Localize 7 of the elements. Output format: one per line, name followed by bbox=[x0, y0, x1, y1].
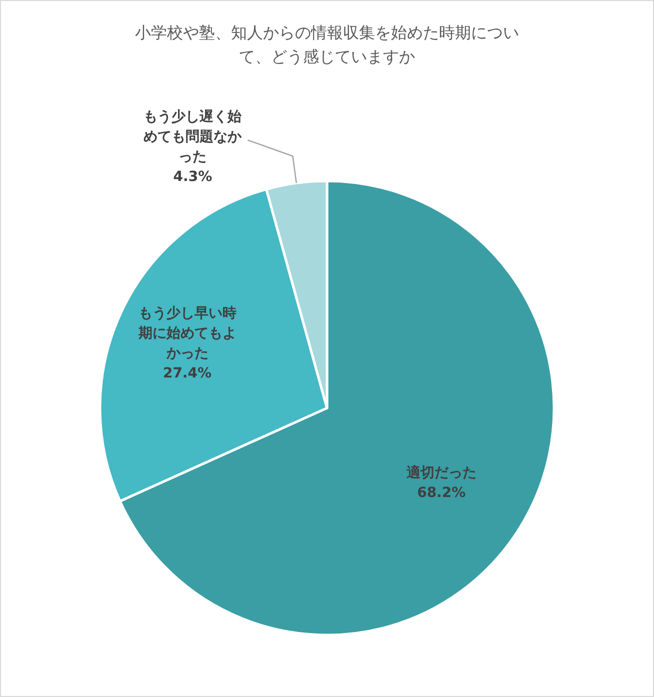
slice-label: 適切だった bbox=[405, 464, 476, 481]
data-label: 68.2% bbox=[417, 484, 466, 501]
data-label: 27.4% bbox=[162, 365, 212, 382]
slice-label: もう少し早い時期に始めてもよかった bbox=[137, 305, 236, 362]
slice-label: もう少し遅く始めても問題なかった bbox=[144, 109, 243, 166]
chart-title: 小学校や塾、知人からの情報収集を始めた時期について、どう感じていますか bbox=[135, 23, 519, 66]
data-label: 4.3% bbox=[173, 169, 212, 186]
